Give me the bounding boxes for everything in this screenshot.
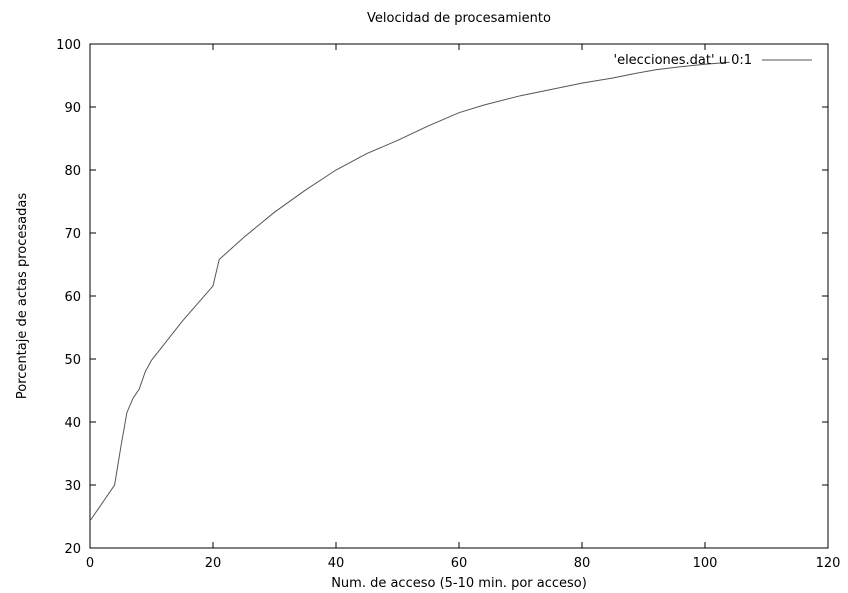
x-axis-label: Num. de acceso (5-10 min. por acceso) (331, 576, 587, 591)
y-tick-label: 20 (64, 542, 81, 557)
y-tick-label: 80 (64, 164, 81, 179)
x-tick-label: 80 (574, 556, 591, 571)
series-line (89, 61, 730, 522)
y-tick-label: 60 (64, 290, 81, 305)
x-tick-label: 20 (205, 556, 222, 571)
y-tick-label: 90 (64, 101, 81, 116)
chart-title: Velocidad de procesamiento (367, 11, 551, 26)
x-tick-label: 120 (816, 556, 841, 571)
y-tick-label: 40 (64, 416, 81, 431)
x-tick-label: 0 (86, 556, 94, 571)
x-tick-label: 40 (328, 556, 345, 571)
x-axis: 0 20 40 60 80 100 120 (86, 44, 841, 571)
y-tick-label: 50 (64, 353, 81, 368)
y-axis-label: Porcentaje de actas procesadas (15, 193, 30, 399)
x-tick-label: 100 (693, 556, 718, 571)
legend-label: 'elecciones.dat' u 0:1 (614, 53, 753, 68)
y-tick-label: 70 (64, 227, 81, 242)
y-axis: 20 30 40 50 60 70 80 90 100 (56, 38, 828, 557)
legend: 'elecciones.dat' u 0:1 (614, 53, 812, 68)
plot-frame (89, 43, 829, 549)
y-tick-label: 100 (56, 38, 81, 53)
y-tick-label: 30 (64, 479, 81, 494)
x-tick-label: 60 (451, 556, 468, 571)
